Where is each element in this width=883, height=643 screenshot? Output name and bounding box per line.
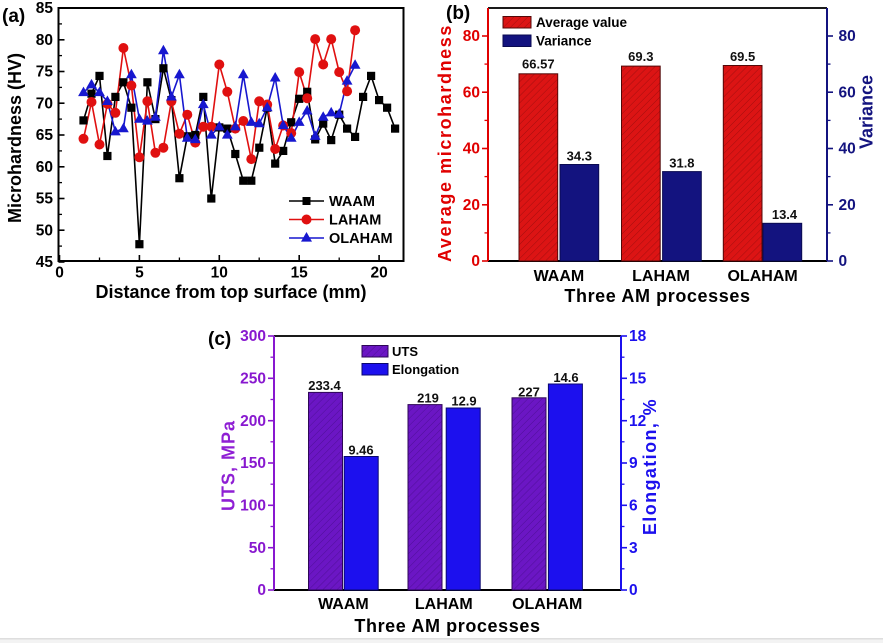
svg-text:80: 80 [36,32,53,49]
svg-text:0: 0 [629,582,638,599]
svg-text:60: 60 [463,85,480,102]
svg-text:15: 15 [629,371,647,388]
svg-text:Elongation: Elongation [392,362,459,377]
svg-text:0: 0 [839,253,848,270]
svg-text:45: 45 [36,254,54,271]
svg-text:WAAM: WAAM [318,596,369,613]
svg-text:Microhardness (HV): Microhardness (HV) [5,53,25,223]
svg-text:20: 20 [370,265,387,282]
svg-text:12.9: 12.9 [451,394,476,409]
svg-text:60: 60 [839,85,856,102]
svg-text:219: 219 [417,391,439,406]
svg-text:5: 5 [135,265,144,282]
svg-text:13.4: 13.4 [772,207,798,222]
svg-text:0: 0 [471,253,480,270]
svg-text:LAHAM: LAHAM [415,596,473,613]
svg-text:34.3: 34.3 [567,149,592,164]
svg-text:55: 55 [36,191,54,208]
svg-text:80: 80 [463,28,480,45]
svg-text:WAAM: WAAM [329,194,375,210]
svg-text:85: 85 [36,0,54,17]
svg-text:10: 10 [211,265,228,282]
svg-text:31.8: 31.8 [669,156,694,171]
svg-text:66.57: 66.57 [522,57,555,72]
svg-text:14.6: 14.6 [553,370,578,385]
svg-text:UTS: UTS [392,344,418,359]
svg-text:Average value: Average value [536,15,628,30]
svg-text:LAHAM: LAHAM [632,268,690,285]
svg-text:250: 250 [240,371,266,388]
svg-text:12: 12 [629,413,646,430]
svg-text:0: 0 [257,582,266,599]
svg-text:6: 6 [629,498,638,515]
svg-text:233.4: 233.4 [308,378,341,393]
svg-text:15: 15 [291,265,309,282]
svg-text:UTS, MPa: UTS, MPa [219,420,239,511]
svg-text:(a): (a) [2,6,25,27]
svg-text:Variance: Variance [857,75,877,149]
svg-text:20: 20 [463,197,480,214]
svg-text:WAAM: WAAM [534,268,585,285]
svg-text:OLAHAM: OLAHAM [329,231,393,247]
svg-text:(c): (c) [208,329,231,350]
svg-text:227: 227 [518,385,540,400]
svg-text:40: 40 [463,141,480,158]
svg-text:50: 50 [249,540,266,557]
svg-text:OLAHAM: OLAHAM [512,596,582,613]
svg-text:50: 50 [36,222,53,239]
svg-text:Three AM processes: Three AM processes [354,616,540,636]
svg-text:OLAHAM: OLAHAM [727,268,797,285]
svg-text:70: 70 [36,96,53,113]
svg-text:80: 80 [839,28,856,45]
svg-text:3: 3 [629,540,638,557]
svg-text:Distance from top surface (mm): Distance from top surface (mm) [95,282,366,302]
svg-text:75: 75 [36,64,54,81]
svg-text:Average microhardness: Average microhardness [435,24,455,262]
svg-text:Elongation, %: Elongation, % [640,398,660,535]
svg-text:69.5: 69.5 [730,49,755,64]
svg-text:Three AM processes: Three AM processes [564,286,750,306]
svg-text:300: 300 [240,328,266,345]
svg-text:9.46: 9.46 [348,443,373,458]
svg-text:69.3: 69.3 [628,49,653,64]
svg-text:0: 0 [55,265,64,282]
svg-text:150: 150 [240,455,266,472]
svg-text:9: 9 [629,455,638,472]
svg-text:Variance: Variance [536,34,592,49]
svg-text:LAHAM: LAHAM [329,213,381,229]
svg-text:60: 60 [36,159,53,176]
svg-text:(b): (b) [446,3,470,24]
svg-text:100: 100 [240,498,266,515]
svg-text:40: 40 [839,141,856,158]
svg-text:200: 200 [240,413,266,430]
svg-text:65: 65 [36,127,54,144]
svg-text:20: 20 [839,197,856,214]
svg-text:18: 18 [629,328,647,345]
